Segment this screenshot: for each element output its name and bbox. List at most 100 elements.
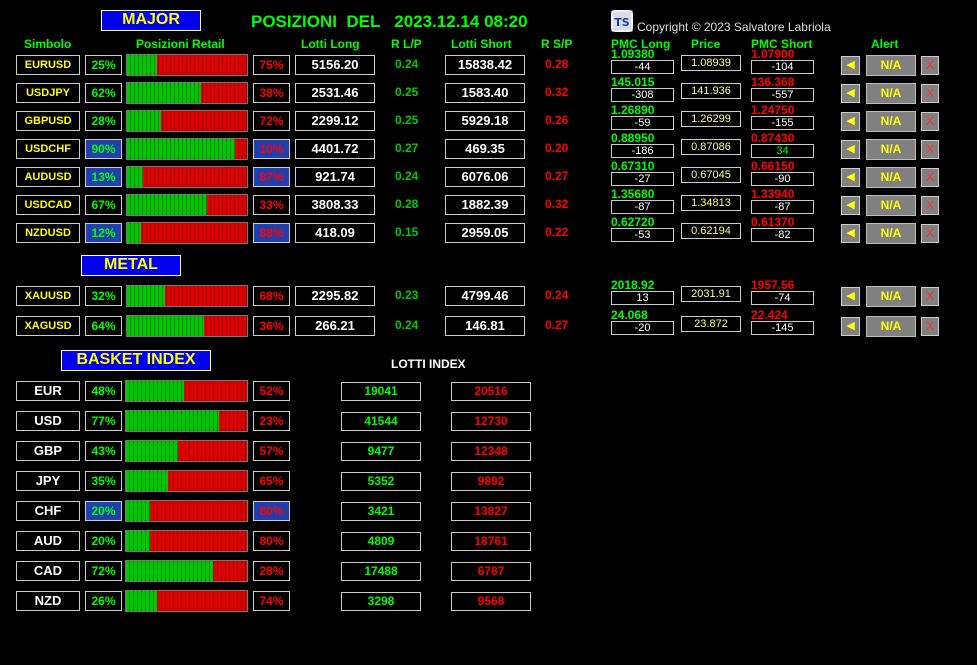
remove-alert-icon[interactable]: X [921, 112, 939, 131]
lotti-index-long: 3298 [341, 592, 421, 611]
alert-bell-icon[interactable]: ◀ [841, 168, 860, 187]
pmc-short-box: 0.66150 -90 [751, 160, 814, 186]
lotti-long-value: 418.09 [295, 223, 375, 243]
col-lotti-long: Lotti Long [301, 37, 360, 51]
pmc-short-diff: -104 [751, 60, 814, 74]
rlp-value: 0.28 [395, 197, 419, 211]
pmc-short-box: 0.61370 -82 [751, 216, 814, 242]
rlp-value: 0.24 [395, 169, 419, 183]
alert-na-button[interactable]: N/A [866, 195, 916, 216]
retail-position-bar [125, 560, 248, 582]
pmc-long-value: 0.67310 [611, 159, 655, 173]
short-percent: 80% [253, 501, 290, 521]
long-percent: 43% [85, 441, 122, 461]
lotti-index-short: 9892 [451, 472, 531, 491]
price-value: 2031.91 [681, 286, 741, 302]
long-portion-fill [127, 195, 208, 215]
long-percent: 20% [85, 501, 122, 521]
lotti-index-long: 17488 [341, 562, 421, 581]
pmc-long-box: 145.015 -308 [611, 76, 674, 102]
short-percent: 10% [253, 139, 290, 159]
pmc-long-value: 0.62720 [611, 215, 655, 229]
alert-bell-icon[interactable]: ◀ [841, 224, 860, 243]
long-percent: 62% [85, 83, 122, 103]
symbol-label: AUDUSD [16, 167, 80, 187]
alert-bell-icon[interactable]: ◀ [841, 317, 860, 336]
price-value: 0.67045 [681, 167, 741, 183]
rsp-value: 0.28 [545, 57, 569, 71]
basket-symbol: CAD [16, 561, 80, 581]
remove-alert-icon[interactable]: X [921, 168, 939, 187]
remove-alert-icon[interactable]: X [921, 317, 939, 336]
long-portion-fill [127, 55, 157, 75]
remove-alert-icon[interactable]: X [921, 196, 939, 215]
long-portion-fill [126, 591, 158, 611]
pmc-short-diff: -155 [751, 116, 814, 130]
lotti-long-value: 4401.72 [295, 139, 375, 159]
long-percent: 90% [85, 139, 122, 159]
pmc-long-box: 0.88950 -186 [611, 132, 674, 158]
remove-alert-icon[interactable]: X [921, 140, 939, 159]
retail-position-bar [126, 110, 248, 132]
col-posizioni-retail: Posizioni Retail [136, 37, 225, 51]
page-title: POSIZIONI DEL 2023.12.14 08:20 [251, 12, 528, 31]
long-portion-fill [126, 381, 185, 401]
remove-alert-icon[interactable]: X [921, 287, 939, 306]
alert-na-button[interactable]: N/A [866, 139, 916, 160]
long-portion-fill [126, 501, 151, 521]
basket-index-section-label: BASKET INDEX [61, 350, 211, 371]
long-percent: 13% [85, 167, 122, 187]
remove-alert-icon[interactable]: X [921, 224, 939, 243]
symbol-label: USDCHF [16, 139, 80, 159]
pmc-short-value: 136.368 [751, 75, 795, 89]
alert-bell-icon[interactable]: ◀ [841, 84, 860, 103]
short-percent: 80% [253, 531, 290, 551]
pmc-long-value: 1.35680 [611, 187, 655, 201]
lotti-long-value: 2299.12 [295, 111, 375, 131]
long-percent: 20% [85, 531, 122, 551]
price-value: 1.08939 [681, 55, 741, 71]
col-pmc-long: PMC Long [611, 37, 671, 51]
rlp-value: 0.25 [395, 113, 419, 127]
alert-na-button[interactable]: N/A [866, 167, 916, 188]
col-pmc-short: PMC Short [751, 37, 813, 51]
price-value: 1.34813 [681, 195, 741, 211]
alert-na-button[interactable]: N/A [866, 55, 916, 76]
alert-bell-icon[interactable]: ◀ [841, 287, 860, 306]
rlp-value: 0.25 [395, 85, 419, 99]
retail-position-bar [126, 315, 248, 337]
alert-bell-icon[interactable]: ◀ [841, 112, 860, 131]
lotti-short-value: 1583.40 [445, 83, 525, 103]
retail-position-bar [125, 470, 248, 492]
basket-symbol: AUD [16, 531, 80, 551]
pmc-short-box: 1.07900 -104 [751, 48, 814, 74]
alert-bell-icon[interactable]: ◀ [841, 140, 860, 159]
short-percent: 23% [253, 411, 290, 431]
short-percent: 72% [253, 111, 290, 131]
lotti-long-value: 2531.46 [295, 83, 375, 103]
remove-alert-icon[interactable]: X [921, 84, 939, 103]
pmc-short-value: 1957.56 [751, 278, 795, 292]
long-percent: 72% [85, 561, 122, 581]
alert-bell-icon[interactable]: ◀ [841, 196, 860, 215]
short-percent: 65% [253, 471, 290, 491]
price-value: 1.26299 [681, 111, 741, 127]
alert-na-button[interactable]: N/A [866, 111, 916, 132]
alert-bell-icon[interactable]: ◀ [841, 56, 860, 75]
alert-na-button[interactable]: N/A [866, 83, 916, 104]
col-price: Price [691, 37, 721, 51]
remove-alert-icon[interactable]: X [921, 56, 939, 75]
col-simbolo: Simbolo [24, 37, 72, 51]
lotti-index-long: 19041 [341, 382, 421, 401]
long-percent: 35% [85, 471, 122, 491]
lotti-short-value: 5929.18 [445, 111, 525, 131]
pmc-long-box: 1.35680 -87 [611, 188, 674, 214]
long-percent: 67% [85, 195, 122, 215]
alert-na-button[interactable]: N/A [866, 223, 916, 244]
pmc-long-diff: -44 [611, 60, 674, 74]
alert-na-button[interactable]: N/A [866, 316, 916, 337]
alert-na-button[interactable]: N/A [866, 286, 916, 307]
lotti-long-value: 5156.20 [295, 55, 375, 75]
pmc-long-box: 2018.92 13 [611, 279, 674, 305]
short-percent: 52% [253, 381, 290, 401]
